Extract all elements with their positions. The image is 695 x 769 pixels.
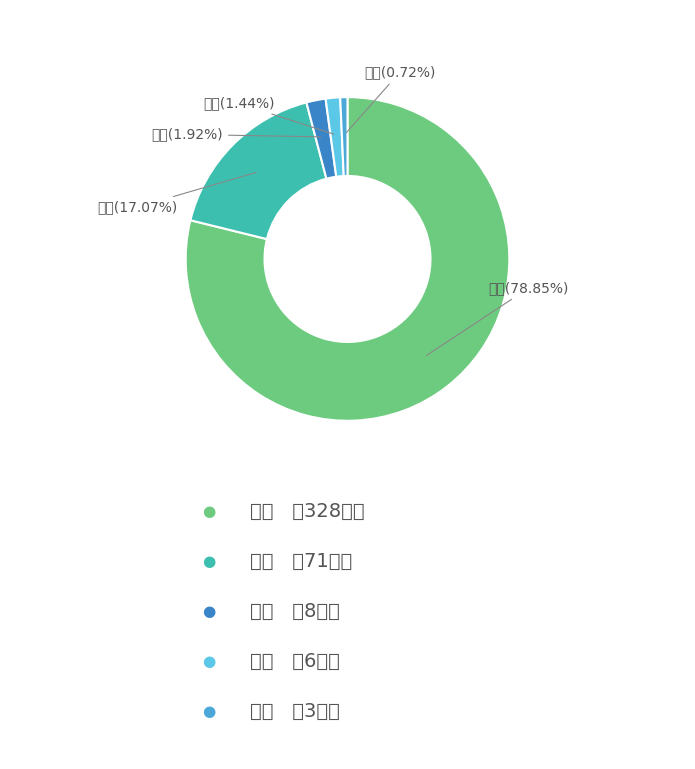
Text: ●: ●	[202, 604, 215, 619]
Text: 执行(0.72%): 执行(0.72%)	[347, 65, 436, 132]
Text: 再审(1.44%): 再审(1.44%)	[204, 96, 334, 134]
Text: ●: ●	[202, 554, 215, 569]
Text: 二审   （71件）: 二审 （71件）	[250, 552, 352, 571]
Text: ●: ●	[202, 654, 215, 669]
Text: 其他(1.92%): 其他(1.92%)	[152, 128, 320, 141]
Text: 其他   （8件）: 其他 （8件）	[250, 602, 340, 621]
Text: 一审(78.85%): 一审(78.85%)	[427, 281, 569, 355]
Text: 执行   （3件）: 执行 （3件）	[250, 702, 340, 721]
Text: ●: ●	[202, 504, 215, 519]
Text: 一审   （328件）: 一审 （328件）	[250, 502, 365, 521]
Wedge shape	[306, 98, 336, 178]
Text: 再审   （6件）: 再审 （6件）	[250, 652, 340, 671]
Wedge shape	[190, 102, 327, 239]
Wedge shape	[340, 97, 348, 176]
Text: ●: ●	[202, 704, 215, 719]
Wedge shape	[325, 98, 344, 177]
Text: 二审(17.07%): 二审(17.07%)	[97, 172, 256, 214]
Wedge shape	[186, 97, 509, 421]
